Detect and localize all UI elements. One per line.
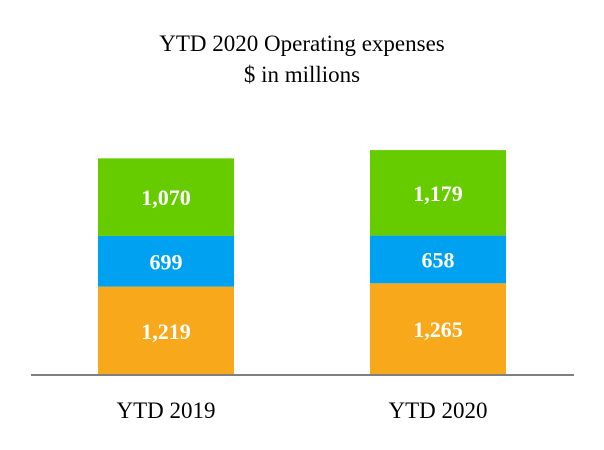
category-label-2: YTD 2020 — [388, 398, 487, 423]
data-label-middle-1: 699 — [150, 249, 183, 274]
data-label-bottom-2: 1,265 — [413, 317, 463, 342]
bars-group: 1,219 699 1,070 1,265 658 1,179 — [98, 150, 506, 375]
chart-subtitle: $ in millions — [244, 62, 360, 87]
data-label-bottom-1: 1,219 — [141, 319, 191, 344]
bar-segment-middle-2 — [370, 235, 506, 284]
bar-segment-middle-1 — [98, 235, 234, 287]
data-label-middle-2: 658 — [422, 247, 455, 272]
bar-segment-bottom-2 — [370, 283, 506, 375]
bar-segment-top-1 — [98, 158, 234, 236]
category-label-1: YTD 2019 — [116, 398, 215, 423]
chart-title: YTD 2020 Operating expenses — [159, 31, 445, 56]
bar-segment-top-2 — [370, 150, 506, 236]
category-labels: YTD 2019 YTD 2020 — [116, 398, 487, 423]
data-label-top-1: 1,070 — [141, 185, 191, 210]
data-label-top-2: 1,179 — [413, 181, 463, 206]
bar-segment-bottom-1 — [98, 286, 234, 375]
